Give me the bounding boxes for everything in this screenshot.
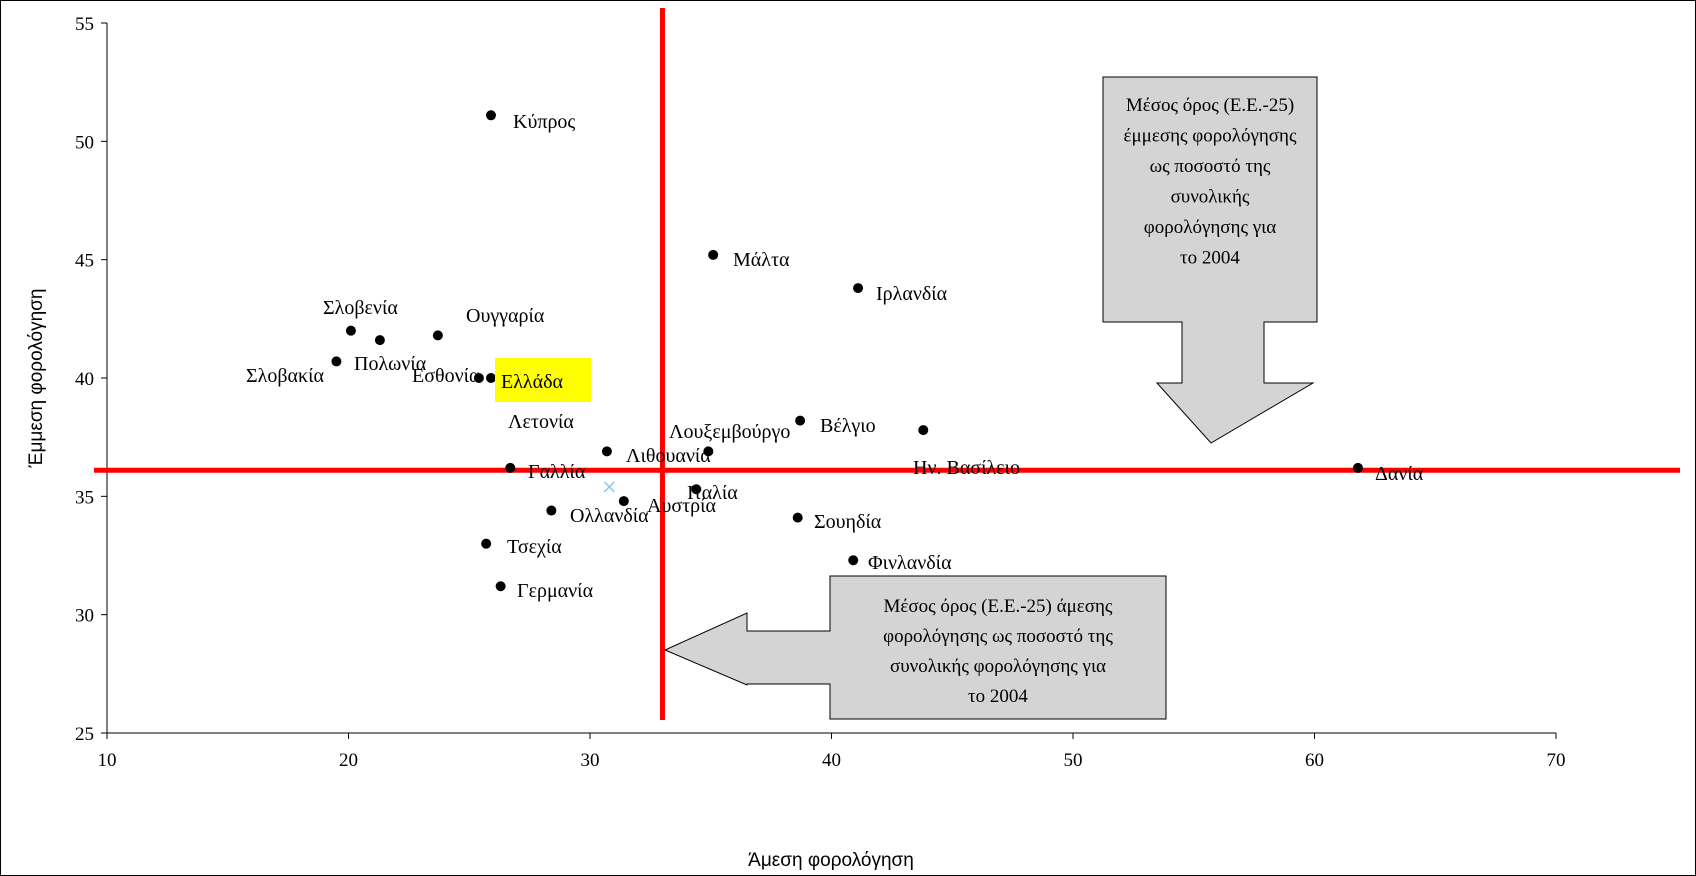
point-label: Ελλάδα: [501, 371, 564, 393]
indirect-average-text: Μέσος όρος (Ε.Ε.-25) έμμεσης φορολόγησης ω…: [1124, 95, 1297, 269]
point-label: Αυστρία: [647, 495, 717, 517]
data-point: [703, 446, 714, 457]
indirect-average-callout: Μέσος όρος (Ε.Ε.-25) έμμεσης φορολόγησης ω…: [1102, 76, 1318, 444]
y-tick-label: 30: [75, 606, 94, 627]
callout-arrow-left: [663, 575, 1167, 720]
point-label: Γαλλία: [528, 461, 586, 483]
point-label: Ουγγαρία: [466, 305, 545, 327]
point-label: Σλοβενία: [323, 297, 398, 319]
y-axis-title: Έμμεση φορολόγηση: [26, 289, 47, 469]
y-tick-label: 35: [75, 487, 94, 508]
point-label: Γερμανία: [517, 580, 594, 602]
point-label: Μάλτα: [733, 249, 790, 271]
data-point: [485, 373, 496, 383]
point-label: Ιρλανδία: [876, 283, 948, 305]
data-point: [618, 496, 629, 507]
point-label: Πολωνία: [354, 353, 427, 375]
point-label: Ην. Βασίλειο: [913, 457, 1020, 479]
point-label: Σλοβακία: [246, 365, 324, 387]
data-point: [918, 425, 929, 436]
data-point: [345, 325, 356, 336]
point-label: Τσεχία: [507, 536, 562, 558]
x-tick-label: 70: [1547, 750, 1566, 771]
callout-arrow-down: [1102, 76, 1318, 444]
point-label: Κύπρος: [513, 111, 575, 133]
data-point: [1352, 462, 1363, 473]
data-point: [485, 110, 496, 121]
data-point: [505, 462, 516, 473]
point-label: Σουηδία: [814, 511, 882, 533]
data-point: [848, 555, 859, 566]
x-tick-label: 10: [98, 750, 117, 771]
y-tick-label: 45: [75, 251, 94, 272]
point-label: Λετονία: [508, 411, 574, 433]
x-tick-label: 40: [822, 750, 841, 771]
data-point: [495, 581, 506, 592]
data-point: [795, 415, 806, 426]
y-tick-label: 50: [75, 132, 94, 153]
data-point: [374, 335, 385, 346]
data-point: [432, 330, 443, 341]
x-tick-label: 20: [339, 750, 358, 771]
data-point: [601, 446, 612, 457]
point-label: Δανία: [1375, 463, 1424, 485]
point-label: Ιταλία: [687, 482, 738, 504]
point-label: Φινλανδία: [868, 552, 952, 574]
point-label: Λιθουανία: [626, 445, 711, 467]
highlight-box: [495, 358, 591, 402]
y-tick-label: 55: [75, 14, 94, 35]
data-point: [546, 505, 557, 516]
point-label: Λουξεμβούργο: [669, 421, 790, 443]
direct-average-callout: Μέσος όρος (Ε.Ε.-25) άμεσης φορολόγησης ω…: [663, 575, 1167, 720]
x-tick-label: 30: [581, 750, 600, 771]
x-tick-label: 50: [1064, 750, 1083, 771]
data-point: [691, 484, 702, 495]
point-label: Βέλγιο: [820, 415, 876, 437]
y-tick-label: 40: [75, 369, 94, 390]
data-point: [473, 373, 484, 383]
eu-average-marker: [603, 481, 615, 493]
point-label: Ολλανδία: [570, 505, 649, 527]
data-point: [481, 538, 492, 549]
x-axis-title: Άμεση φορολόγηση: [748, 850, 914, 871]
y-tick-label: 25: [75, 724, 94, 745]
point-label: Εσθονία: [412, 365, 480, 387]
direct-average-text: Μέσος όρος (Ε.Ε.-25) άμεσης φορολόγησης ω…: [883, 596, 1113, 707]
data-point: [853, 283, 864, 294]
data-point: [708, 249, 719, 260]
data-point: [331, 356, 342, 367]
data-point: [792, 512, 803, 523]
x-tick-label: 60: [1305, 750, 1324, 771]
